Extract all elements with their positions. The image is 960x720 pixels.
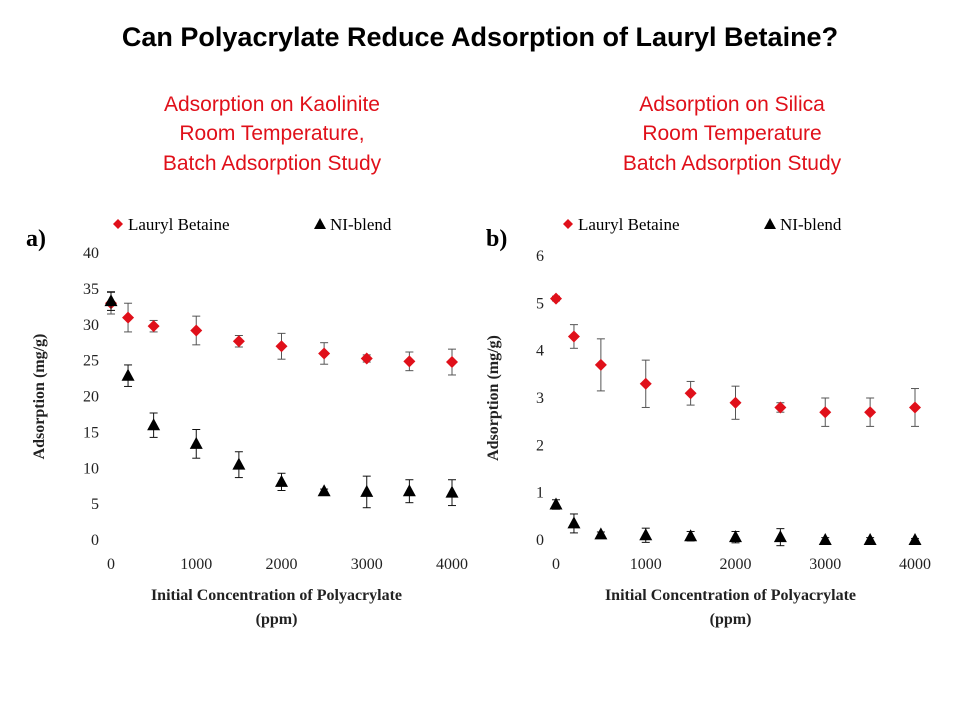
y-tick-label: 35 bbox=[83, 281, 99, 298]
y-tick-label: 10 bbox=[83, 460, 99, 477]
x-tick-label: 3000 bbox=[351, 556, 383, 573]
data-point-lauryl-betaine bbox=[446, 356, 458, 369]
data-point-ni-blend bbox=[594, 527, 608, 540]
data-point-lauryl-betaine bbox=[550, 292, 562, 305]
data-point-lauryl-betaine bbox=[819, 406, 832, 419]
slide-title: Can Polyacrylate Reduce Adsorption of La… bbox=[121, 22, 839, 52]
data-point-ni-blend bbox=[121, 368, 135, 381]
caption-kaolinite: Adsorption on Kaolinite Room Temperature… bbox=[92, 90, 452, 178]
caption-kaolinite-line-1: Adsorption on Kaolinite bbox=[164, 93, 380, 116]
data-point-ni-blend bbox=[549, 497, 563, 510]
y-tick-label: 40 bbox=[83, 245, 99, 262]
y-tick-label: 0 bbox=[536, 532, 544, 549]
data-point-lauryl-betaine bbox=[594, 358, 607, 371]
chart-silica: b) Lauryl Betaine NI-blend 0 1 2 3 4 5 6 0 1000 2000… bbox=[468, 198, 938, 638]
caption-silica-line-1: Adsorption on Silica bbox=[639, 93, 825, 116]
legend-label-1: NI-blend bbox=[780, 215, 842, 234]
caption-kaolinite-line-3: Batch Adsorption Study bbox=[162, 151, 382, 175]
y-tick-label: 25 bbox=[83, 353, 99, 370]
data-point-lauryl-betaine bbox=[190, 324, 203, 337]
legend-label-1: NI-blend bbox=[330, 215, 392, 234]
caption-kaolinite-line-2: Room Temperature, bbox=[179, 122, 365, 146]
chart-kaolinite: a) Lauryl Betaine NI-blend 0 5 10 15 20 25 30 35 40… bbox=[8, 198, 478, 638]
panel-letter: a) bbox=[26, 226, 46, 252]
data-point-ni-blend bbox=[818, 533, 832, 545]
y-tick-label: 2 bbox=[536, 437, 544, 454]
data-point-ni-blend bbox=[445, 485, 459, 498]
y-tick-label: 1 bbox=[536, 485, 544, 502]
data-point-lauryl-betaine bbox=[729, 396, 742, 409]
data-point-ni-blend bbox=[773, 530, 787, 543]
x-tick-label: 0 bbox=[552, 556, 560, 573]
y-axis-title: Adsorption (mg/g) bbox=[485, 335, 502, 461]
data-point-ni-blend bbox=[684, 529, 698, 542]
x-tick-label: 2000 bbox=[266, 556, 298, 573]
y-tick-label: 4 bbox=[536, 343, 544, 360]
data-point-ni-blend bbox=[275, 474, 288, 487]
caption-silica-line-2: Room Temperature bbox=[642, 122, 822, 146]
data-point-lauryl-betaine bbox=[122, 311, 135, 324]
data-point-lauryl-betaine bbox=[864, 406, 877, 419]
caption-silica-line-3: Batch Adsorption Study bbox=[622, 151, 842, 175]
x-axis-title-line-1: Initial Concentration of Polyacrylate bbox=[151, 587, 402, 604]
data-point-lauryl-betaine bbox=[275, 340, 288, 353]
x-axis-title-line-2: (ppm) bbox=[256, 611, 298, 628]
data-point-ni-blend bbox=[104, 294, 118, 307]
data-point-ni-blend bbox=[863, 533, 877, 545]
data-point-lauryl-betaine bbox=[774, 401, 787, 414]
x-tick-label: 0 bbox=[107, 556, 115, 573]
legend-label-0: Lauryl Betaine bbox=[578, 215, 680, 234]
data-point-ni-blend bbox=[360, 484, 374, 497]
x-tick-label: 3000 bbox=[809, 556, 841, 573]
data-point-ni-blend bbox=[147, 418, 161, 431]
data-point-ni-blend bbox=[567, 516, 581, 529]
legend-marker-1 bbox=[764, 218, 776, 229]
data-point-lauryl-betaine bbox=[147, 320, 160, 333]
legend-marker-1 bbox=[314, 218, 326, 229]
x-axis-title-line-1: Initial Concentration of Polyacrylate bbox=[605, 587, 856, 604]
x-tick-label: 1000 bbox=[630, 556, 662, 573]
panel-letter: b) bbox=[486, 226, 507, 252]
y-axis-title: Adsorption (mg/g) bbox=[31, 334, 48, 460]
data-point-ni-blend bbox=[317, 484, 331, 497]
caption-silica: Adsorption on Silica Room Temperature Ba… bbox=[552, 90, 912, 178]
legend-label-0: Lauryl Betaine bbox=[128, 215, 230, 234]
data-point-lauryl-betaine bbox=[567, 330, 580, 343]
x-axis-title-line-2: (ppm) bbox=[710, 611, 752, 628]
data-point-lauryl-betaine bbox=[909, 401, 921, 414]
y-tick-label: 5 bbox=[536, 295, 544, 312]
data-point-ni-blend bbox=[189, 436, 203, 449]
x-tick-label: 4000 bbox=[436, 556, 468, 573]
data-point-ni-blend bbox=[232, 457, 246, 470]
data-point-ni-blend bbox=[402, 484, 416, 497]
data-point-ni-blend bbox=[729, 530, 742, 543]
legend-marker-0 bbox=[563, 219, 573, 229]
y-tick-label: 30 bbox=[83, 317, 99, 334]
y-tick-label: 15 bbox=[83, 424, 99, 441]
legend-marker-0 bbox=[113, 219, 123, 229]
data-point-lauryl-betaine bbox=[318, 347, 331, 360]
data-point-lauryl-betaine bbox=[403, 355, 416, 368]
x-tick-label: 4000 bbox=[899, 556, 931, 573]
y-tick-label: 6 bbox=[536, 248, 544, 265]
x-tick-label: 2000 bbox=[720, 556, 752, 573]
data-point-lauryl-betaine bbox=[232, 335, 245, 348]
y-tick-label: 20 bbox=[83, 389, 99, 406]
x-tick-label: 1000 bbox=[180, 556, 212, 573]
data-point-ni-blend bbox=[639, 528, 653, 541]
data-point-lauryl-betaine bbox=[639, 377, 652, 390]
y-tick-label: 3 bbox=[536, 390, 544, 407]
data-point-lauryl-betaine bbox=[360, 352, 373, 365]
y-tick-label: 5 bbox=[91, 496, 99, 513]
data-point-ni-blend bbox=[908, 533, 922, 545]
y-tick-label: 0 bbox=[91, 532, 99, 549]
data-point-lauryl-betaine bbox=[684, 387, 697, 400]
